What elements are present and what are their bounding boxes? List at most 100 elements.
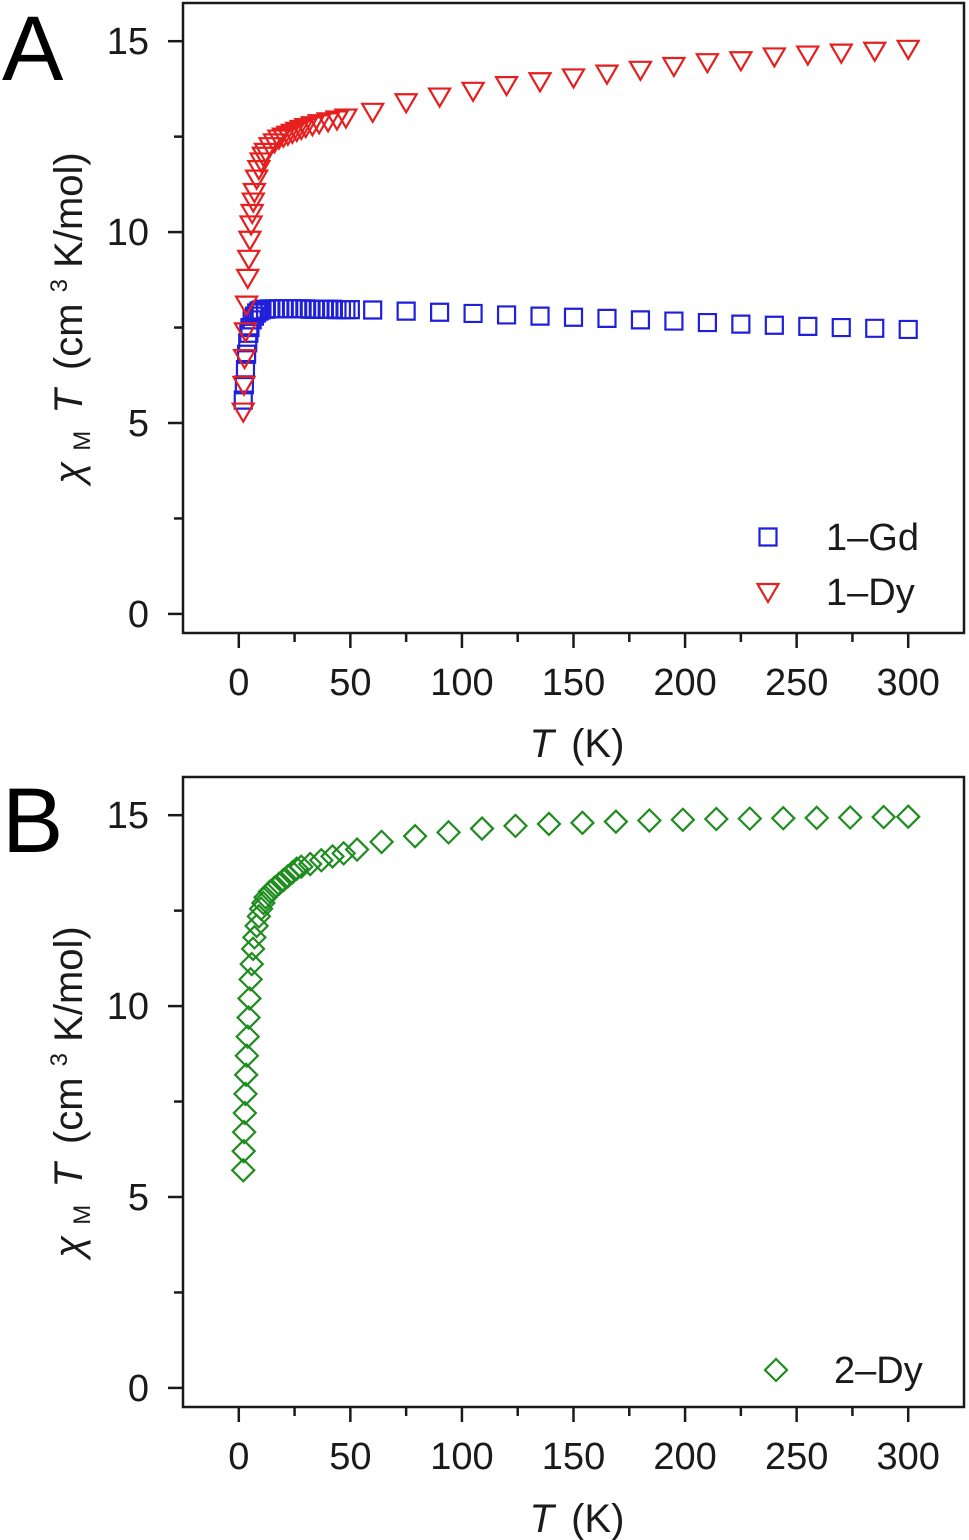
point-a-s1-3 <box>233 322 258 344</box>
point-b-s0-11 <box>239 951 265 977</box>
point-b-s0-3 <box>232 1100 258 1126</box>
point-b-s0-12 <box>240 936 266 962</box>
legend-label-a-0: 1–Gd <box>826 517 919 559</box>
point-b-s0-29 <box>319 843 346 869</box>
point-a-s1-6 <box>236 249 262 272</box>
point-b-s0-23 <box>275 863 301 889</box>
point-a-s0-37 <box>530 306 550 326</box>
y-axis-unit-pre-a: (cm <box>47 303 91 370</box>
point-a-s1-36 <box>527 72 553 94</box>
point-a-s1-33 <box>427 87 453 109</box>
point-b-s0-30 <box>331 840 357 866</box>
point-a-s1-5 <box>235 268 261 291</box>
point-a-s1-2 <box>232 348 258 371</box>
point-b-s0-48 <box>895 804 921 830</box>
point-b-s0-42 <box>703 806 729 832</box>
point-b-s0-47 <box>871 804 897 830</box>
point-a-s1-24 <box>288 119 314 142</box>
point-a-s0-9 <box>247 303 267 323</box>
point-b-s0-44 <box>770 805 796 831</box>
y-axis-chi-b: χ <box>47 1235 91 1261</box>
point-a-s1-42 <box>728 51 754 73</box>
point-a-s1-9 <box>239 203 265 226</box>
point-a-s1-39 <box>628 60 653 83</box>
x-tick-label-a-300: 300 <box>877 662 940 704</box>
y-tick-label-a-0: 0 <box>128 594 149 636</box>
point-a-s1-13 <box>246 159 272 182</box>
point-a-s0-43 <box>731 314 751 334</box>
panel-letter-a: A <box>2 0 64 100</box>
point-a-s1-44 <box>795 45 821 67</box>
legend-marker-a-0 <box>758 527 778 547</box>
x-tick-label-a-200: 200 <box>653 662 716 704</box>
y-axis-unit-sup-a: 3 <box>46 279 73 292</box>
point-a-s0-32 <box>363 300 383 320</box>
point-b-s0-43 <box>737 806 763 832</box>
point-b-s0-0 <box>230 1157 256 1183</box>
axis-ticks-a: 0 50 100 150 200 250 300 0 5 10 15 <box>107 21 940 704</box>
point-a-s1-0 <box>230 402 256 424</box>
y-axis-unit-pre-b: (cm <box>47 1077 91 1144</box>
point-b-s0-9 <box>236 985 263 1012</box>
point-a-s1-45 <box>828 43 854 65</box>
x-tick-label-a-0: 0 <box>228 662 249 704</box>
x-tick-label-b-100: 100 <box>430 1436 493 1478</box>
point-b-s0-40 <box>636 807 662 834</box>
point-a-s0-36 <box>496 305 517 325</box>
y-axis-chi-a: χ <box>47 461 91 487</box>
axis-ticks-b: 0 50 100 150 200 250 300 0 5 10 15 <box>107 795 940 1478</box>
point-b-s0-5 <box>233 1062 259 1088</box>
y-tick-label-b-15: 15 <box>107 795 149 837</box>
point-a-s1-40 <box>661 56 687 79</box>
y-tick-label-a-10: 10 <box>107 212 149 254</box>
point-a-s1-31 <box>360 102 386 125</box>
point-a-s0-47 <box>865 318 885 338</box>
point-a-s0-46 <box>831 317 851 338</box>
point-b-s0-28 <box>308 847 334 873</box>
y-axis-subscript-b: M <box>69 1205 96 1225</box>
point-b-s0-10 <box>238 966 264 992</box>
point-b-s0-27 <box>297 851 323 877</box>
point-a-s1-47 <box>895 39 921 62</box>
x-tick-label-b-200: 200 <box>653 1436 716 1478</box>
y-axis-unit-post-a: K/mol) <box>47 152 91 268</box>
point-a-s1-4 <box>234 295 260 317</box>
point-a-s0-35 <box>463 303 483 324</box>
point-b-s0-26 <box>288 854 314 880</box>
x-tick-label-a-50: 50 <box>329 662 371 704</box>
point-a-s1-32 <box>393 93 419 115</box>
panel-letter-b: B <box>2 770 63 872</box>
point-b-s0-37 <box>536 811 562 837</box>
point-a-s1-35 <box>494 75 519 98</box>
legend-label-a-1: 1–Dy <box>826 572 915 614</box>
y-axis-symbol-b: T <box>47 1161 91 1188</box>
point-b-s0-35 <box>469 815 495 842</box>
x-tick-label-b-0: 0 <box>228 1436 249 1478</box>
y-tick-label-b-0: 0 <box>128 1368 149 1410</box>
legend-b: 2–Dy <box>763 1350 923 1392</box>
x-axis-symbol-a: T <box>530 722 557 766</box>
point-a-s1-8 <box>238 215 264 237</box>
point-a-s0-34 <box>430 302 450 322</box>
point-b-s0-34 <box>435 819 462 845</box>
point-a-s1-30 <box>333 108 359 130</box>
point-a-s0-31 <box>340 300 360 320</box>
point-a-s0-42 <box>697 312 717 333</box>
y-axis-label-a: χ M T (cm 3 K/mol) <box>32 152 99 486</box>
y-axis-unit-sup-b: 3 <box>46 1053 73 1066</box>
legend-marker-b-0 <box>763 1357 789 1383</box>
x-tick-label-a-100: 100 <box>430 662 493 704</box>
point-b-s0-7 <box>235 1024 261 1050</box>
point-a-s1-41 <box>694 53 720 75</box>
point-a-s0-40 <box>630 310 651 330</box>
y-tick-label-b-5: 5 <box>128 1177 149 1219</box>
y-tick-label-a-5: 5 <box>128 403 149 445</box>
point-a-s1-10 <box>240 192 266 214</box>
legend-label-b-0: 2–Dy <box>834 1350 923 1392</box>
point-a-s1-34 <box>460 81 486 104</box>
point-b-s0-13 <box>241 924 267 950</box>
y-axis-unit-post-b: K/mol) <box>47 926 91 1042</box>
chart-panel-b: B 0 50 100 150 200 250 300 0 5 10 15 2–Dy T (K) χ … <box>2 770 966 1540</box>
point-a-s1-46 <box>862 41 888 63</box>
